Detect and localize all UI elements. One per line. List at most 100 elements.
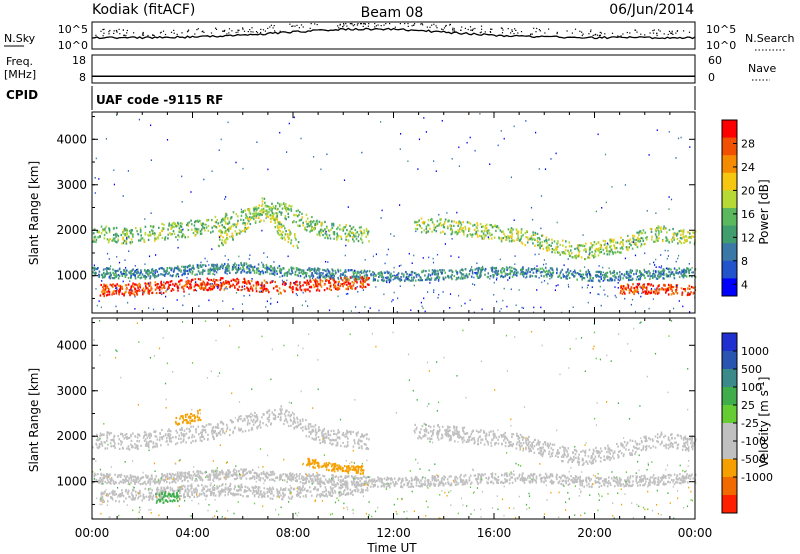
echo-point	[320, 229, 322, 232]
colorbar-swatch	[722, 137, 737, 156]
echo-point	[181, 279, 183, 282]
echo-point	[290, 205, 293, 208]
echo-point	[221, 427, 224, 430]
echo-point	[97, 437, 99, 440]
echo-point	[633, 273, 635, 276]
nsearch-point	[272, 27, 274, 29]
echo-point	[228, 434, 231, 437]
echo-point	[249, 271, 252, 274]
echo-point	[418, 138, 421, 141]
nsearch-label: N.Search	[745, 32, 795, 45]
echo-point	[529, 275, 531, 278]
echo-point	[177, 289, 179, 292]
echo-point	[496, 277, 498, 279]
echo-point	[286, 233, 289, 236]
echo-point	[292, 245, 295, 248]
echo-point	[103, 237, 106, 240]
echo-point	[120, 271, 122, 274]
echo-point	[342, 229, 345, 232]
echo-point	[476, 267, 478, 270]
echo-point	[217, 423, 219, 427]
echo-point	[320, 285, 323, 288]
echo-point	[290, 242, 292, 245]
echo-point	[628, 246, 630, 249]
echo-point	[266, 271, 269, 274]
nsearch-point	[126, 29, 128, 32]
echo-point	[640, 243, 643, 246]
echo-point	[258, 213, 261, 216]
echo-point	[243, 280, 246, 283]
echo-point	[104, 274, 106, 277]
echo-point	[684, 235, 687, 238]
echo-point	[471, 272, 474, 275]
echo-point	[222, 244, 224, 247]
nsearch-point	[108, 33, 110, 35]
echo-point	[405, 278, 407, 281]
echo-point	[597, 241, 600, 244]
echo-point	[145, 271, 147, 274]
echo-point	[525, 275, 528, 278]
echo-point	[189, 285, 191, 288]
echo-point	[514, 255, 516, 257]
echo-point	[485, 227, 488, 230]
echo-point	[361, 151, 363, 154]
echo-point	[390, 233, 392, 235]
echo-point	[175, 225, 177, 228]
echo-point	[112, 277, 114, 280]
echo-point	[172, 230, 175, 233]
echo-point	[634, 243, 637, 246]
echo-point	[100, 306, 102, 309]
echo-point	[261, 229, 263, 232]
echo-point	[238, 285, 241, 288]
echo-point	[485, 229, 488, 232]
nsearch-point	[102, 29, 104, 31]
echo-point	[293, 416, 295, 419]
echo-point	[524, 231, 527, 234]
echo-point	[540, 227, 542, 230]
echo-point	[280, 268, 283, 271]
echo-point	[261, 284, 263, 287]
echo-point	[305, 435, 308, 438]
echo-point	[687, 270, 690, 273]
echo-point	[599, 270, 601, 273]
echo-point	[177, 268, 179, 271]
echo-point	[325, 233, 328, 236]
echo-point	[364, 306, 366, 308]
echo-point	[340, 278, 342, 281]
echo-point	[154, 445, 156, 448]
echo-point	[500, 308, 502, 310]
echo-point	[99, 435, 101, 438]
echo-point	[280, 223, 283, 226]
echo-point	[309, 220, 312, 223]
echo-point	[249, 268, 251, 271]
echo-point	[140, 444, 142, 447]
echo-point	[167, 228, 169, 231]
echo-point	[322, 229, 325, 232]
echo-point	[114, 233, 117, 236]
echo-point	[160, 444, 162, 447]
echo-point	[243, 277, 245, 280]
echo-point	[414, 279, 417, 282]
echo-point	[181, 235, 183, 238]
echo-point	[440, 224, 443, 227]
nsearch-point	[452, 27, 454, 29]
echo-point	[318, 230, 321, 233]
echo-point	[433, 223, 435, 226]
echo-point	[295, 267, 298, 270]
echo-point	[622, 239, 624, 242]
echo-point	[480, 225, 483, 228]
echo-point	[352, 430, 354, 434]
echo-point	[471, 266, 473, 268]
echo-point	[261, 290, 263, 293]
echo-point	[677, 137, 680, 140]
echo-point	[242, 210, 244, 214]
echo-point	[206, 283, 209, 286]
echo-point	[385, 277, 388, 280]
echo-point	[603, 273, 606, 277]
echo-point	[688, 284, 691, 287]
echo-point	[330, 228, 332, 231]
echo-point	[212, 267, 215, 271]
echo-point	[637, 240, 639, 243]
echo-point	[213, 225, 215, 228]
echo-point	[279, 271, 281, 274]
